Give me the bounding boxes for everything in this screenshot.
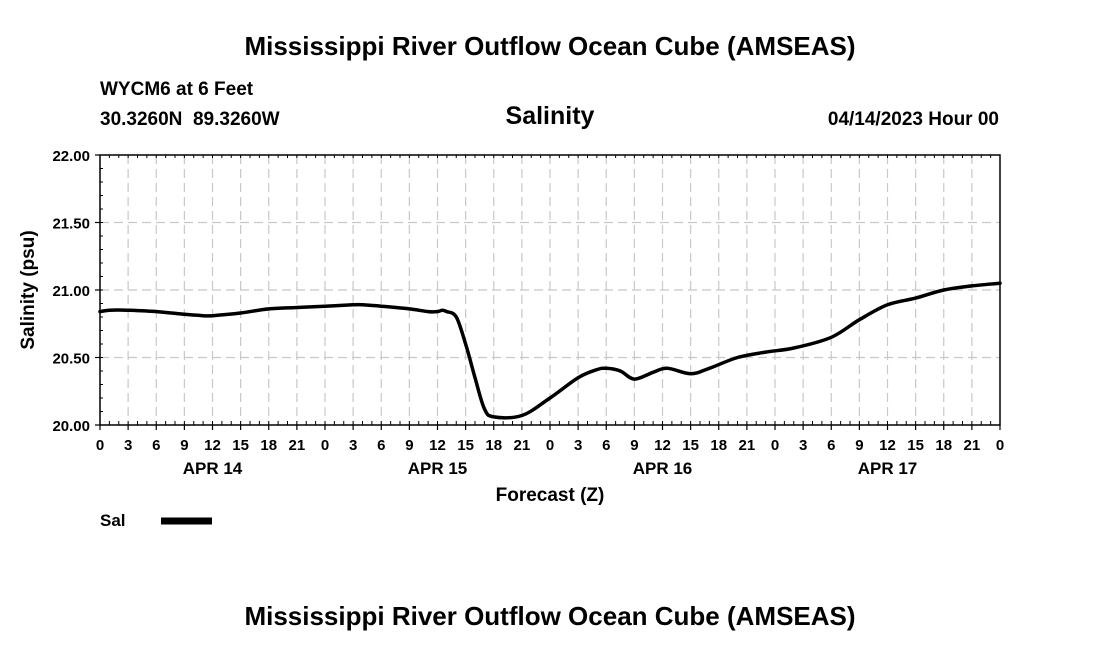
x-tick-label: 9 [180, 437, 188, 454]
y-axis-label: Salinity (psu) [18, 230, 39, 349]
coordinates-label: 30.3260N 89.3260W [100, 109, 280, 130]
y-axis-tick-labels: 20.00 20.50 21.00 21.50 22.00 [52, 148, 90, 435]
x-tick-label: 3 [799, 437, 807, 454]
x-tick-label: 0 [96, 437, 104, 454]
x-tick-label: 9 [855, 437, 863, 454]
x-tick-label: 15 [232, 437, 249, 454]
x-tick-label: 0 [321, 437, 329, 454]
x-tick-label: 12 [879, 437, 896, 454]
legend-label-sal: Sal [100, 511, 126, 530]
x-tick-label: 3 [124, 437, 132, 454]
x-tick-label: 18 [260, 437, 277, 454]
x-tick-label: 21 [964, 437, 981, 454]
x-tick-label: 12 [429, 437, 446, 454]
day-label: APR 16 [633, 459, 693, 478]
x-tick-label: 3 [349, 437, 357, 454]
x-tick-label: 0 [771, 437, 779, 454]
x-tick-label: 6 [377, 437, 385, 454]
x-tick-label: 0 [546, 437, 554, 454]
x-tick-label: 3 [574, 437, 582, 454]
chart-subtitle: Salinity [506, 102, 595, 130]
x-axis-label: Forecast (Z) [496, 485, 605, 506]
series-line-sal [98, 281, 1002, 420]
x-tick-label: 21 [514, 437, 531, 454]
x-axis-tick-labels: 0 3 6 9 12 15 18 21 0 3 6 9 12 15 18 21 0 3 6 9 12 15 18 21 0 3 6 9… [96, 437, 1004, 454]
day-label: APR 17 [858, 459, 918, 478]
x-tick-label: 6 [152, 437, 160, 454]
x-tick-label: 15 [457, 437, 474, 454]
forecast-datetime: 04/14/2023 Hour 00 [828, 109, 999, 130]
day-label: APR 14 [183, 459, 243, 478]
x-tick-label: 21 [289, 437, 306, 454]
x-tick-label: 12 [654, 437, 671, 454]
footer-title: Mississippi River Outflow Ocean Cube (AM… [244, 601, 855, 631]
x-tick-label: 18 [710, 437, 727, 454]
x-tick-label: 12 [204, 437, 221, 454]
y-tick-label: 20.00 [52, 418, 90, 435]
y-tick-label: 20.50 [52, 351, 90, 368]
x-tick-label: 15 [682, 437, 699, 454]
x-tick-label: 6 [602, 437, 610, 454]
series-sal [98, 281, 1002, 420]
x-tick-label: 18 [485, 437, 502, 454]
axis-ticks [95, 154, 1001, 430]
station-label: WYCM6 at 6 Feet [100, 79, 254, 100]
x-tick-label: 9 [630, 437, 638, 454]
main-title: Mississippi River Outflow Ocean Cube (AM… [244, 31, 855, 61]
x-tick-label: 9 [405, 437, 413, 454]
x-axis-day-labels: APR 14 APR 15 APR 16 APR 17 [183, 459, 918, 478]
x-tick-label: 18 [935, 437, 952, 454]
x-tick-label: 15 [907, 437, 924, 454]
x-tick-label: 6 [827, 437, 835, 454]
day-label: APR 15 [408, 459, 468, 478]
x-tick-label: 21 [739, 437, 756, 454]
y-tick-label: 22.00 [52, 148, 90, 165]
x-tick-label: 0 [996, 437, 1004, 454]
y-tick-label: 21.00 [52, 283, 90, 300]
y-tick-label: 21.50 [52, 216, 90, 233]
grid-lines [100, 155, 1000, 425]
